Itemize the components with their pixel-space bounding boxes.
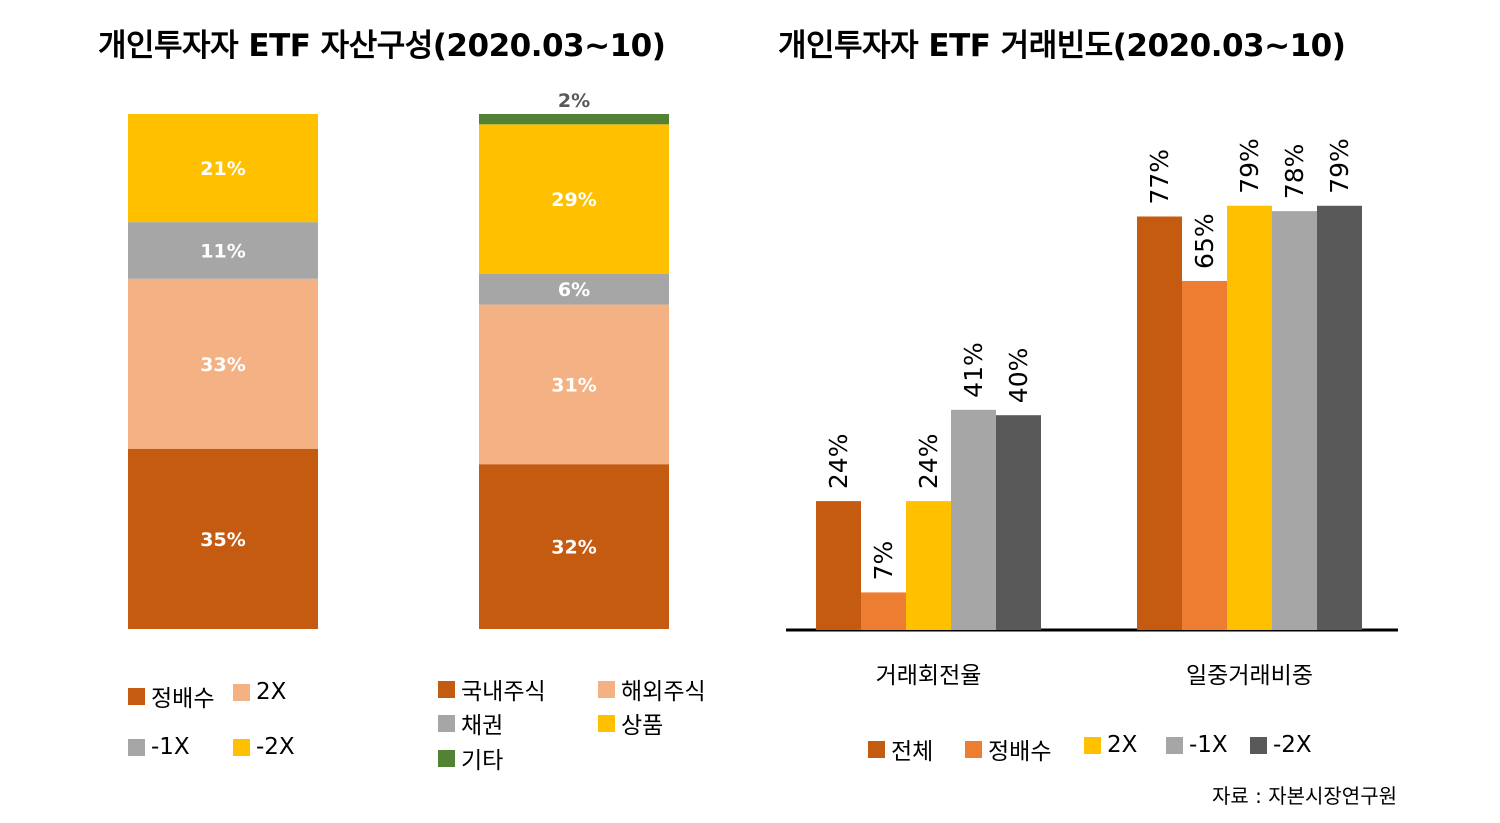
stack-segment-asset-4 [479, 114, 669, 125]
legend-swatch [1084, 736, 1101, 754]
legend-label: -2X [1273, 732, 1312, 758]
legend-item: 정배수 [965, 732, 1051, 766]
legend-item: -1X [1166, 732, 1228, 758]
legend-label: 정배수 [988, 739, 1052, 765]
bar-1-2 [1227, 205, 1272, 630]
legend-swatch [233, 683, 250, 701]
stack-label-leverage-1: 33% [200, 354, 245, 376]
stack-segment-leverage-3 [128, 114, 318, 223]
bar-label-1-1: 65% [1190, 213, 1219, 269]
legend-swatch [128, 738, 145, 756]
bar-label-0-2: 24% [914, 434, 943, 490]
legend-item: 2X [1084, 732, 1137, 758]
stack-label-leverage-2: 11% [200, 240, 245, 262]
stack-segment-asset-3 [479, 124, 669, 274]
legend-swatch [438, 680, 455, 698]
bar-1-3 [1272, 211, 1317, 630]
legend-label: 2X [1107, 732, 1138, 758]
legend-label: 채권 [461, 713, 504, 739]
stack-segment-leverage-2 [128, 222, 318, 279]
stack-label-leverage-3: 21% [200, 158, 245, 180]
bar-0-3 [951, 409, 996, 630]
category-label-0: 거래회전율 [876, 663, 982, 689]
bar-label-0-0: 24% [824, 434, 853, 490]
legend-label: 전체 [891, 739, 934, 765]
stack-segment-leverage-1 [128, 278, 318, 449]
left-chart-title: 개인투자자 ETF 자산구성(2020.03~10) [98, 28, 666, 64]
right-chart-title: 개인투자자 ETF 거래빈도(2020.03~10) [778, 28, 1346, 64]
legend-item: -2X [1250, 732, 1312, 758]
legend-label: 국내주식 [461, 679, 546, 705]
legend-item: 2X [233, 679, 286, 705]
legend-item: -2X [233, 734, 295, 760]
bar-1-1 [1182, 280, 1227, 630]
stack-segment-asset-1 [479, 304, 669, 465]
legend-swatch [438, 714, 455, 732]
legend-swatch [868, 740, 885, 758]
legend-swatch [965, 740, 982, 758]
bar-label-1-4: 79% [1325, 138, 1354, 194]
bar-label-0-1: 7% [869, 541, 898, 581]
legend-swatch [438, 749, 455, 767]
legend-item: 국내주식 [438, 672, 546, 706]
legend-label: 정배수 [151, 686, 215, 712]
stack-label-asset-0: 32% [551, 537, 596, 559]
bar-1-0 [1137, 216, 1182, 630]
bar-label-0-3: 41% [959, 342, 988, 398]
stack-label-asset-1: 31% [551, 374, 596, 396]
legend-item: 전체 [868, 732, 933, 766]
legend-item: 기타 [438, 741, 503, 775]
legend-item: 채권 [438, 706, 503, 740]
legend-label: 해외주식 [621, 679, 706, 705]
legend-swatch [1166, 736, 1183, 754]
stack-label-asset-4: 2% [558, 90, 590, 112]
stack-label-asset-2: 6% [558, 279, 590, 301]
stack-segment-asset-2 [479, 273, 669, 305]
stack-segment-leverage-0 [128, 448, 318, 629]
legend-item: -1X [128, 734, 190, 760]
stack-label-asset-3: 29% [551, 189, 596, 211]
bar-label-1-2: 79% [1235, 138, 1264, 194]
bar-0-2 [906, 501, 951, 630]
legend-label: -1X [151, 734, 190, 760]
bar-0-0 [816, 501, 861, 630]
bar-label-1-3: 78% [1280, 144, 1309, 200]
stack-label-leverage-0: 35% [200, 529, 245, 551]
legend-swatch [233, 738, 250, 756]
legend-swatch [128, 687, 145, 705]
legend-item: 해외주식 [598, 672, 706, 706]
legend-label: -1X [1189, 732, 1228, 758]
legend-label: -2X [256, 734, 295, 760]
bar-label-1-0: 77% [1145, 149, 1174, 205]
legend-label: 2X [256, 679, 287, 705]
bar-0-1 [861, 592, 906, 630]
legend-item: 상품 [598, 706, 663, 740]
legend-swatch [598, 680, 615, 698]
legend-swatch [598, 714, 615, 732]
legend-swatch [1250, 736, 1267, 754]
category-label-1: 일중거래비중 [1186, 663, 1313, 689]
bar-label-0-4: 40% [1004, 348, 1033, 404]
legend-label: 기타 [461, 748, 504, 774]
legend-label: 상품 [621, 713, 664, 739]
legend-item: 정배수 [128, 679, 214, 713]
bar-1-4 [1317, 205, 1362, 630]
source-note: 자료 : 자본시장연구원 [1211, 784, 1397, 808]
stack-segment-asset-0 [479, 464, 669, 629]
bar-0-4 [996, 415, 1041, 630]
